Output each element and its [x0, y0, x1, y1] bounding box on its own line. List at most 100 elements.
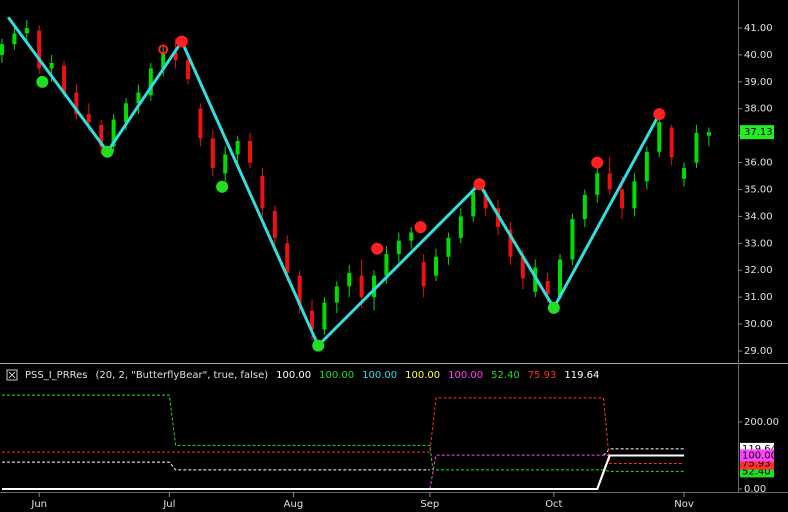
indicator-y-tick-label: 200.00 [744, 417, 779, 428]
candle-body [272, 211, 277, 238]
candle-body [161, 52, 166, 69]
pivot-marker [312, 339, 325, 352]
indicator-tag-label: 75.93 [742, 459, 771, 470]
candle-body [37, 30, 42, 69]
candle-body [62, 65, 67, 93]
candle-body [285, 243, 290, 273]
x-tick-label: Nov [674, 499, 694, 510]
candle-body [669, 127, 674, 158]
candle-body [396, 240, 401, 255]
indicator-line [2, 454, 685, 490]
indicator-line [2, 397, 685, 465]
y-tick-label: 35.00 [744, 184, 773, 195]
pivot-marker [473, 178, 486, 191]
candle-body [706, 132, 711, 136]
x-tick-label: Sep [420, 499, 439, 510]
y-tick-label: 39.00 [744, 77, 773, 88]
candle-body [260, 176, 265, 209]
indicator-value: 52.40 [491, 370, 520, 381]
y-tick-label: 40.00 [744, 50, 773, 61]
candle-body [248, 141, 253, 163]
candle-body [173, 52, 178, 61]
pivot-marker [175, 35, 188, 48]
candle-body [384, 254, 389, 276]
candle-body [421, 262, 426, 287]
candle-body [582, 194, 587, 220]
candle-body [520, 256, 525, 279]
indicator-value: 100.00 [405, 370, 440, 381]
indicator-value: 100.00 [276, 370, 311, 381]
pivot-marker [371, 242, 384, 255]
candle-body [458, 216, 463, 238]
candle-body [111, 119, 116, 147]
indicator-value: 100.00 [319, 370, 354, 381]
candle-body [49, 62, 54, 69]
last-price-tag [740, 125, 774, 140]
indicator-y-tick-label: 0.00 [744, 484, 766, 495]
candle-body [607, 173, 612, 190]
indicator-tag-label: 119.64 [742, 444, 777, 455]
candle-body [694, 132, 699, 163]
indicator-value: 100.00 [362, 370, 397, 381]
y-tick-label: 34.00 [744, 211, 773, 222]
y-tick-label: 30.00 [744, 319, 773, 330]
indicator-line [2, 461, 430, 471]
indicator-params: (20, 2, "ButterflyBear", true, false) [96, 370, 269, 381]
y-tick-label: 36.00 [744, 158, 773, 169]
candle-body [12, 33, 17, 45]
close-icon [8, 371, 16, 379]
candle-body [310, 310, 315, 330]
candle-body [644, 151, 649, 182]
x-tick-label: Aug [284, 499, 304, 510]
candle-body [124, 103, 129, 123]
x-tick-label: Oct [545, 499, 562, 510]
indicator-value: 119.64 [564, 370, 599, 381]
pivot-marker [101, 145, 114, 158]
close-box[interactable] [6, 369, 18, 381]
indicator-name: PSS_I_PRRes [25, 370, 88, 381]
candle-body [210, 138, 215, 168]
x-tick-label: Jun [30, 499, 47, 510]
candle-body [558, 259, 563, 298]
x-tick-label: Jul [162, 499, 175, 510]
pivot-marker [591, 156, 604, 169]
candle-body [434, 256, 439, 276]
y-tick-label: 41.00 [744, 23, 773, 34]
candle-body [347, 272, 352, 287]
candle-body [595, 173, 600, 195]
y-tick-label: 38.00 [744, 104, 773, 115]
candle-body [186, 60, 191, 80]
candle-body [682, 167, 687, 179]
candle-body [471, 192, 476, 217]
candle-body [372, 275, 377, 298]
pivot-marker [36, 75, 49, 88]
indicator-value: 75.93 [528, 370, 557, 381]
pivot-marker [414, 221, 427, 234]
candle-body [359, 275, 364, 298]
candle-body [0, 44, 4, 55]
candle-body [136, 92, 141, 104]
candle-body [74, 92, 79, 115]
pivot-marker [547, 301, 560, 314]
candle-body [99, 124, 104, 147]
indicator-tag [740, 449, 774, 462]
candle-body [446, 237, 451, 257]
y-tick-label: 32.00 [744, 265, 773, 276]
indicator-line [2, 394, 685, 472]
y-tick-label: 33.00 [744, 238, 773, 249]
candle-body [409, 232, 414, 241]
pivot-marker [653, 108, 666, 121]
candle-body [223, 154, 228, 174]
indicator-tag-label: 52.40 [742, 466, 771, 477]
candle-body [570, 219, 575, 260]
candle-body [235, 141, 240, 155]
y-tick-label: 29.00 [744, 346, 773, 357]
candle-body [334, 286, 339, 303]
candle-body [620, 189, 625, 209]
candle-body [483, 194, 488, 209]
candle-body [86, 114, 91, 123]
candle-body [297, 275, 302, 306]
pivot-marker [158, 44, 169, 55]
candle-body [657, 122, 662, 152]
